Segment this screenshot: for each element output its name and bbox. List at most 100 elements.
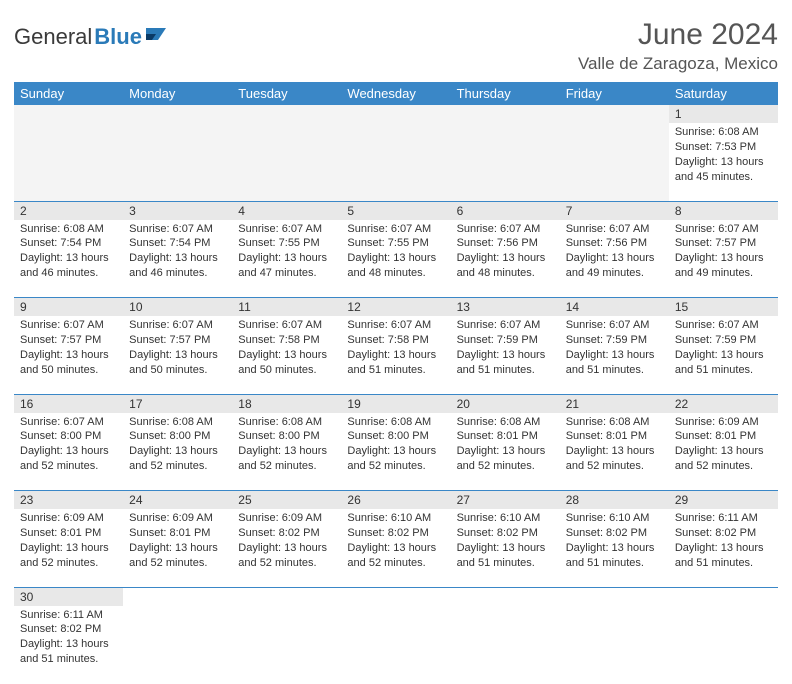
daylight-text: and 51 minutes. <box>457 556 554 571</box>
day-number-cell: 25 <box>232 491 341 510</box>
daylight-text: and 52 minutes. <box>20 556 117 571</box>
daylight-text: Daylight: 13 hours <box>347 541 444 556</box>
daylight-text: and 48 minutes. <box>457 266 554 281</box>
sunrise-text: Sunrise: 6:07 AM <box>238 222 335 237</box>
daylight-text: Daylight: 13 hours <box>457 541 554 556</box>
weekday-header: Wednesday <box>341 82 450 105</box>
sunrise-text: Sunrise: 6:08 AM <box>129 415 226 430</box>
sunrise-text: Sunrise: 6:07 AM <box>347 318 444 333</box>
daylight-text: Daylight: 13 hours <box>20 444 117 459</box>
day-number-cell: 22 <box>669 394 778 413</box>
sunset-text: Sunset: 7:54 PM <box>20 236 117 251</box>
daylight-text: and 52 minutes. <box>129 556 226 571</box>
month-title: June 2024 <box>578 18 778 52</box>
day-body-cell: Sunrise: 6:07 AMSunset: 7:56 PMDaylight:… <box>451 220 560 298</box>
day-number-cell <box>560 587 669 606</box>
daylight-text: and 51 minutes. <box>675 556 772 571</box>
sunrise-text: Sunrise: 6:08 AM <box>347 415 444 430</box>
sunrise-text: Sunrise: 6:07 AM <box>238 318 335 333</box>
calendar-table: Sunday Monday Tuesday Wednesday Thursday… <box>14 82 778 684</box>
sunrise-text: Sunrise: 6:10 AM <box>347 511 444 526</box>
daylight-text: and 52 minutes. <box>347 459 444 474</box>
day-number-cell: 6 <box>451 201 560 220</box>
daylight-text: Daylight: 13 hours <box>20 348 117 363</box>
day-body-cell: Sunrise: 6:11 AMSunset: 8:02 PMDaylight:… <box>669 509 778 587</box>
sunrise-text: Sunrise: 6:07 AM <box>675 222 772 237</box>
daylight-text: Daylight: 13 hours <box>675 541 772 556</box>
daylight-text: Daylight: 13 hours <box>129 444 226 459</box>
daylight-text: and 48 minutes. <box>347 266 444 281</box>
sunset-text: Sunset: 7:58 PM <box>347 333 444 348</box>
daylight-text: and 52 minutes. <box>457 459 554 474</box>
day-body-cell: Sunrise: 6:07 AMSunset: 7:57 PMDaylight:… <box>669 220 778 298</box>
day-body-cell <box>232 123 341 201</box>
sunset-text: Sunset: 8:01 PM <box>457 429 554 444</box>
day-number-cell: 14 <box>560 298 669 317</box>
sunset-text: Sunset: 7:56 PM <box>457 236 554 251</box>
day-body-cell: Sunrise: 6:08 AMSunset: 8:00 PMDaylight:… <box>123 413 232 491</box>
day-body-cell: Sunrise: 6:07 AMSunset: 7:56 PMDaylight:… <box>560 220 669 298</box>
daylight-text: and 52 minutes. <box>238 556 335 571</box>
day-number-cell: 26 <box>341 491 450 510</box>
daylight-text: Daylight: 13 hours <box>238 348 335 363</box>
daylight-text: and 52 minutes. <box>347 556 444 571</box>
location: Valle de Zaragoza, Mexico <box>578 54 778 74</box>
sunrise-text: Sunrise: 6:07 AM <box>347 222 444 237</box>
sunset-text: Sunset: 7:57 PM <box>129 333 226 348</box>
day-number-cell: 1 <box>669 105 778 123</box>
day-number-cell <box>451 105 560 123</box>
daylight-text: Daylight: 13 hours <box>566 251 663 266</box>
sunrise-text: Sunrise: 6:11 AM <box>675 511 772 526</box>
sunrise-text: Sunrise: 6:07 AM <box>566 222 663 237</box>
logo: GeneralBlue <box>14 24 172 50</box>
daylight-text: Daylight: 13 hours <box>675 444 772 459</box>
weekday-header: Friday <box>560 82 669 105</box>
day-number-cell: 11 <box>232 298 341 317</box>
daylight-text: Daylight: 13 hours <box>347 251 444 266</box>
weekday-header: Tuesday <box>232 82 341 105</box>
sunrise-text: Sunrise: 6:07 AM <box>457 222 554 237</box>
sunrise-text: Sunrise: 6:08 AM <box>238 415 335 430</box>
title-block: June 2024 Valle de Zaragoza, Mexico <box>578 18 778 74</box>
day-body-cell <box>123 606 232 684</box>
daylight-text: and 50 minutes. <box>129 363 226 378</box>
day-number-cell: 17 <box>123 394 232 413</box>
daylight-text: and 45 minutes. <box>675 170 772 185</box>
day-body-cell: Sunrise: 6:08 AMSunset: 7:54 PMDaylight:… <box>14 220 123 298</box>
day-body-cell <box>14 123 123 201</box>
daylight-text: and 51 minutes. <box>566 556 663 571</box>
day-number-cell: 5 <box>341 201 450 220</box>
daylight-text: Daylight: 13 hours <box>20 637 117 652</box>
sunrise-text: Sunrise: 6:08 AM <box>566 415 663 430</box>
sunset-text: Sunset: 7:59 PM <box>566 333 663 348</box>
sunset-text: Sunset: 8:02 PM <box>238 526 335 541</box>
day-body-cell: Sunrise: 6:09 AMSunset: 8:02 PMDaylight:… <box>232 509 341 587</box>
daylight-text: Daylight: 13 hours <box>675 348 772 363</box>
day-number-cell: 21 <box>560 394 669 413</box>
sunset-text: Sunset: 7:55 PM <box>238 236 335 251</box>
daylight-text: and 49 minutes. <box>566 266 663 281</box>
day-number-cell: 8 <box>669 201 778 220</box>
day-number-row: 30 <box>14 587 778 606</box>
day-number-row: 1 <box>14 105 778 123</box>
day-number-row: 23242526272829 <box>14 491 778 510</box>
daylight-text: and 50 minutes. <box>238 363 335 378</box>
day-number-cell: 12 <box>341 298 450 317</box>
day-body-cell: Sunrise: 6:10 AMSunset: 8:02 PMDaylight:… <box>341 509 450 587</box>
day-number-cell: 20 <box>451 394 560 413</box>
daylight-text: Daylight: 13 hours <box>675 155 772 170</box>
sunset-text: Sunset: 8:02 PM <box>347 526 444 541</box>
daylight-text: and 51 minutes. <box>566 363 663 378</box>
sunrise-text: Sunrise: 6:10 AM <box>457 511 554 526</box>
sunset-text: Sunset: 8:02 PM <box>675 526 772 541</box>
daylight-text: Daylight: 13 hours <box>347 444 444 459</box>
daylight-text: Daylight: 13 hours <box>566 348 663 363</box>
day-number-cell: 23 <box>14 491 123 510</box>
sunset-text: Sunset: 7:55 PM <box>347 236 444 251</box>
day-number-cell: 2 <box>14 201 123 220</box>
daylight-text: Daylight: 13 hours <box>129 251 226 266</box>
weekday-header: Monday <box>123 82 232 105</box>
daylight-text: Daylight: 13 hours <box>20 541 117 556</box>
sunset-text: Sunset: 7:56 PM <box>566 236 663 251</box>
day-number-cell: 4 <box>232 201 341 220</box>
